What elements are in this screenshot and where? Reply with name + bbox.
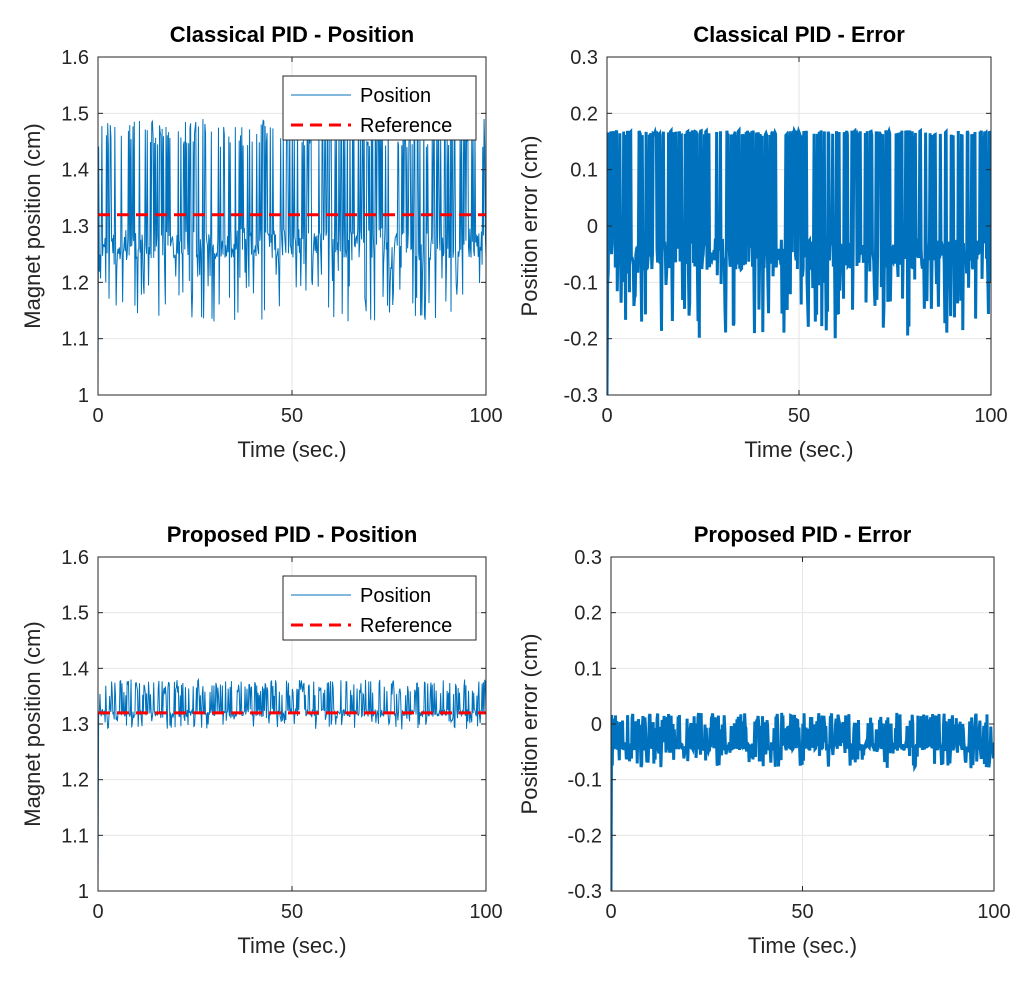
y-tick-label: 0 [591, 714, 602, 736]
y-tick-label: 0 [587, 216, 598, 238]
legend-label-reference: Reference [360, 115, 452, 137]
series-line-error [611, 712, 994, 891]
chart-panel: 0 50 100 1 1.1 1.2 1.3 1.4 1.5 1.6 Classical PID -… [20, 22, 503, 462]
y-tick-label: -0.3 [564, 385, 598, 407]
y-tick-label: 1.1 [61, 329, 89, 351]
series-line-error [607, 125, 991, 395]
legend: Position Reference [282, 75, 477, 141]
y-tick-label: 1 [78, 881, 89, 903]
y-tick-label: -0.2 [564, 329, 598, 351]
y-tick-label: -0.3 [568, 881, 602, 903]
chart-title: Proposed PID - Position [167, 522, 418, 547]
y-tick-label: 1.4 [61, 160, 89, 182]
chart-panel: 0 50 100 1 1.1 1.2 1.3 1.4 1.5 1.6 Proposed PID - … [20, 522, 503, 958]
y-tick-label: -0.1 [564, 272, 598, 294]
y-tick-label: 1.6 [61, 547, 89, 569]
y-tick-label: 0.2 [570, 103, 598, 125]
chart-panel: 0 50 100 -0.3 -0.2 -0.1 0 0.1 0.2 0.3 Classical PI… [517, 22, 1008, 462]
legend: Position Reference [282, 575, 477, 641]
chart-title: Classical PID - Position [170, 22, 415, 47]
x-tick-label: 100 [469, 901, 502, 923]
x-tick-label: 100 [469, 405, 502, 427]
x-tick-label: 0 [92, 901, 103, 923]
chart-panel: 0 50 100 -0.3 -0.2 -0.1 0 0.1 0.2 0.3 Proposed PID… [517, 522, 1011, 958]
series-line-position [98, 118, 486, 395]
y-tick-label: -0.1 [568, 770, 602, 792]
x-tick-label: 0 [92, 405, 103, 427]
y-tick-label: 0.3 [570, 47, 598, 69]
y-tick-label: 1 [78, 385, 89, 407]
x-axis-label: Time (sec.) [748, 933, 857, 958]
y-tick-label: 1.3 [61, 714, 89, 736]
y-tick-label: 0.1 [574, 658, 602, 680]
legend-box [282, 75, 477, 141]
y-tick-label: 1.2 [61, 272, 89, 294]
x-axis-label: Time (sec.) [237, 933, 346, 958]
y-tick-label: 1.3 [61, 216, 89, 238]
y-tick-label: 1.5 [61, 603, 89, 625]
x-tick-label: 50 [281, 405, 303, 427]
y-tick-label: 1.6 [61, 47, 89, 69]
x-axis-label: Time (sec.) [237, 437, 346, 462]
legend-box [282, 575, 477, 641]
y-tick-label: 1.5 [61, 103, 89, 125]
x-tick-label: 0 [601, 405, 612, 427]
y-tick-label: 0.3 [574, 547, 602, 569]
chart-title: Classical PID - Error [693, 22, 905, 47]
y-axis-label: Position error (cm) [517, 634, 542, 815]
y-axis-label: Magnet position (cm) [20, 123, 45, 328]
x-tick-label: 100 [977, 901, 1010, 923]
y-axis-label: Magnet position (cm) [20, 621, 45, 826]
y-tick-label: 1.1 [61, 825, 89, 847]
x-tick-label: 50 [788, 405, 810, 427]
y-axis-label: Position error (cm) [517, 136, 542, 317]
legend-label-position: Position [360, 585, 431, 607]
legend-label-position: Position [360, 85, 431, 107]
y-tick-label: 1.4 [61, 658, 89, 680]
y-tick-label: -0.2 [568, 825, 602, 847]
y-tick-label: 1.2 [61, 770, 89, 792]
x-tick-label: 0 [605, 901, 616, 923]
legend-label-reference: Reference [360, 615, 452, 637]
x-axis-label: Time (sec.) [744, 437, 853, 462]
chart-title: Proposed PID - Error [694, 522, 912, 547]
x-tick-label: 50 [281, 901, 303, 923]
y-tick-label: 0.1 [570, 160, 598, 182]
x-tick-label: 50 [791, 901, 813, 923]
x-tick-label: 100 [974, 405, 1007, 427]
y-tick-label: 0.2 [574, 603, 602, 625]
